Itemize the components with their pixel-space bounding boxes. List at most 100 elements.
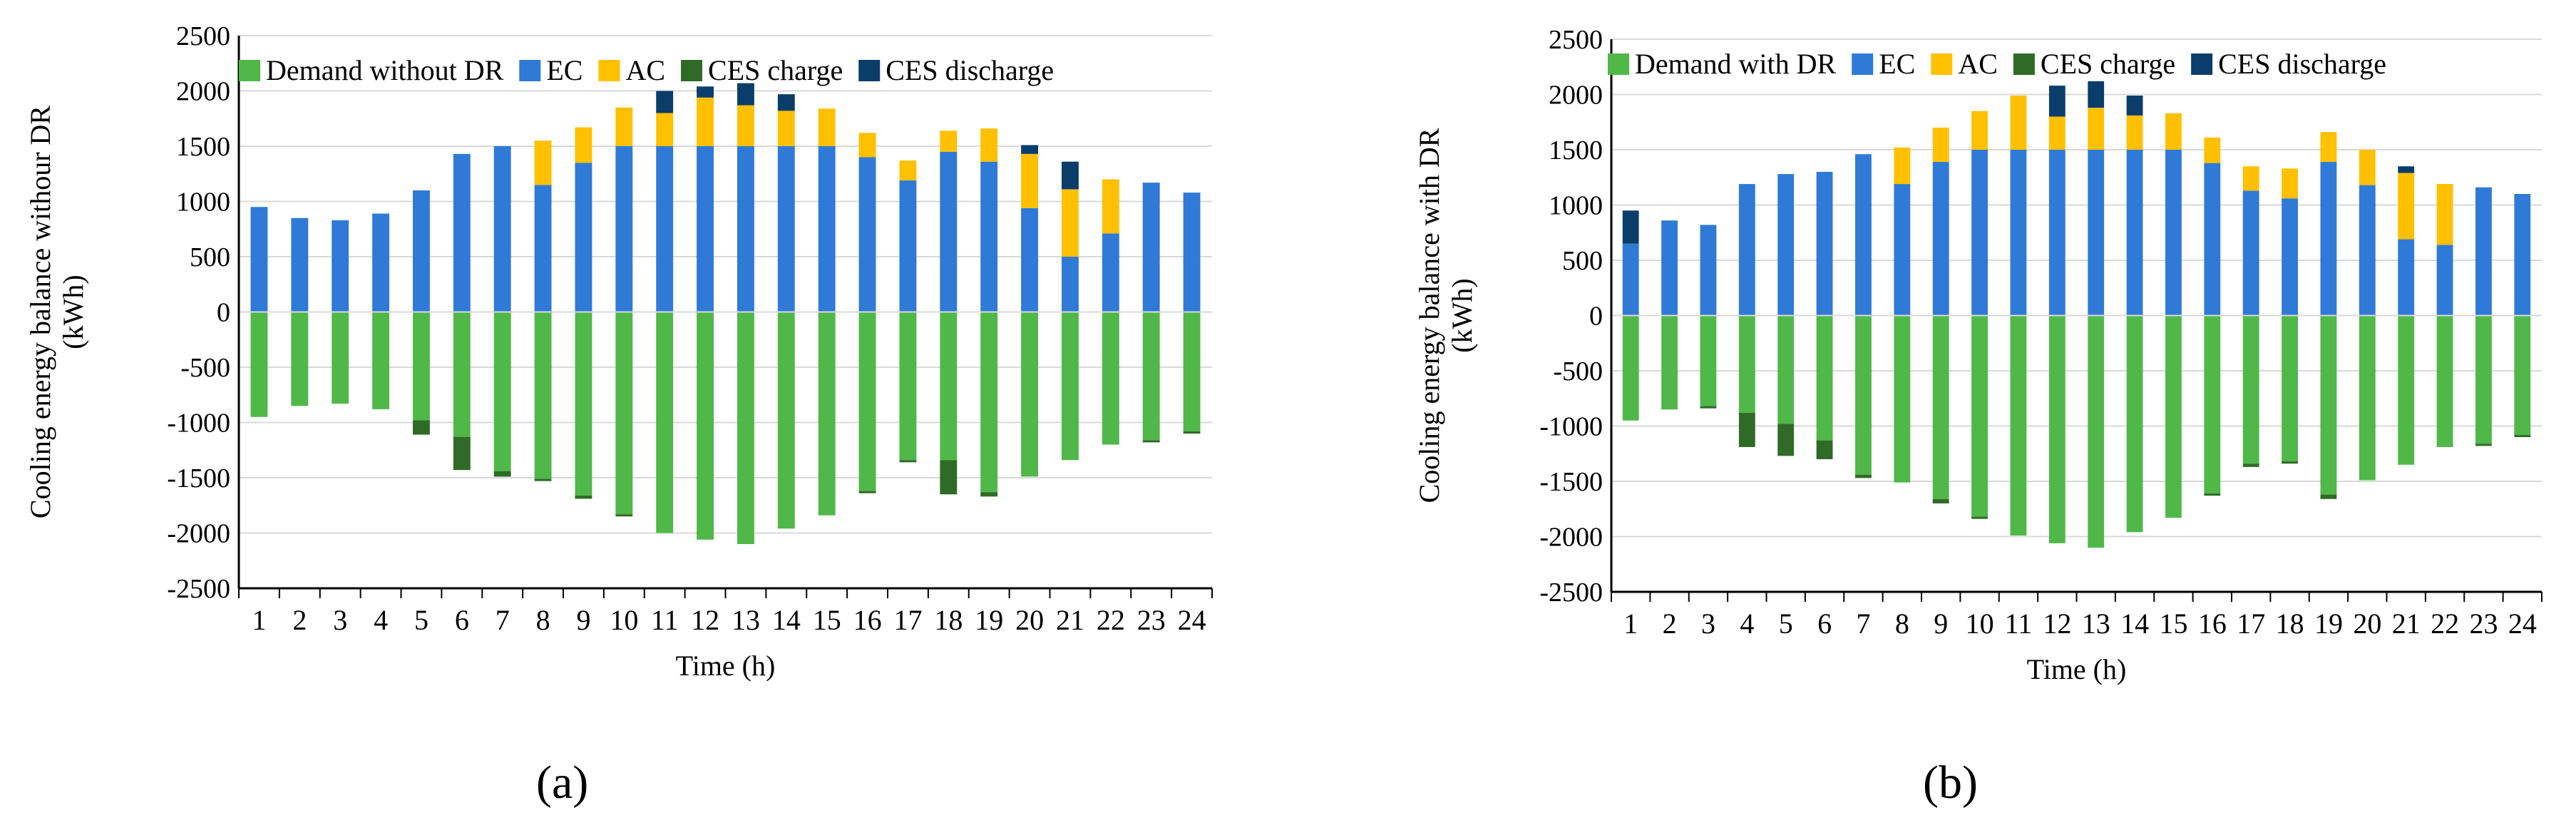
bar-ec — [2048, 150, 2066, 316]
bar-demand-with-dr — [2320, 315, 2337, 495]
bar-demand-with-dr — [2088, 315, 2105, 548]
bar-demand-with-dr — [2359, 315, 2376, 481]
bar-ec — [412, 190, 430, 312]
x-tick-label: 24 — [2508, 608, 2537, 640]
bar-ces-charge — [534, 478, 552, 481]
bar-demand-with-dr — [1700, 315, 1717, 406]
bar-ces-discharge — [1021, 145, 1039, 154]
bar-ces-charge — [1932, 498, 1949, 503]
y-tick-label: -1000 — [167, 409, 230, 439]
bar-demand-without-dr — [899, 312, 917, 461]
x-tick-label: 21 — [2392, 608, 2421, 640]
bar-ec — [1661, 220, 1678, 316]
bar-ec — [1102, 233, 1119, 312]
x-tick-label: 22 — [2431, 608, 2459, 640]
y-tick-label: -1500 — [167, 463, 230, 493]
bar-demand-with-dr — [2514, 315, 2531, 435]
bar-ec — [818, 146, 836, 312]
y-tick-label: -1000 — [1539, 412, 1603, 442]
bar-ces-charge — [2320, 494, 2337, 499]
x-tick-label: 2 — [1663, 608, 1677, 640]
bar-demand-without-dr — [940, 312, 958, 461]
y-axis-title-line1: Cooling energy balance withour DR — [24, 106, 56, 518]
bar-demand-with-dr — [1738, 315, 1755, 413]
bar-ces-discharge — [2398, 166, 2415, 173]
bar-ac — [1894, 147, 1911, 185]
x-tick-label: 18 — [934, 604, 963, 636]
x-tick-label: 15 — [813, 604, 841, 636]
bar-ces-charge — [980, 492, 998, 497]
bar-demand-without-dr — [697, 312, 714, 540]
x-tick-label: 23 — [1137, 604, 1166, 636]
bar-ces-charge — [858, 491, 876, 493]
bar-ces-charge — [1855, 474, 1872, 478]
bar-demand-without-dr — [737, 312, 754, 544]
bar-ces-charge — [412, 420, 430, 435]
bar-ac — [2204, 137, 2221, 163]
bar-demand-without-dr — [493, 312, 511, 471]
y-tick-label: -2000 — [1539, 523, 1603, 553]
bar-ac — [615, 107, 633, 146]
x-tick-label: 1 — [1623, 608, 1638, 640]
y-tick-label: 500 — [190, 242, 230, 272]
bar-ac — [858, 133, 876, 158]
bar-ec — [899, 180, 917, 312]
legend-swatch-demand-with-dr — [1608, 53, 1629, 75]
bar-ec — [1971, 150, 1988, 316]
bar-ces-charge — [2475, 444, 2492, 446]
bar-ac — [2436, 184, 2453, 245]
bar-demand-with-dr — [1622, 315, 1639, 421]
legend-label-ces-charge: CES charge — [708, 54, 843, 86]
bar-ec — [1142, 183, 1160, 312]
bar-demand-without-dr — [291, 312, 309, 406]
bar-demand-with-dr — [1816, 315, 1833, 441]
y-tick-label: 1000 — [1549, 191, 1603, 221]
bar-demand-with-dr — [2126, 315, 2143, 533]
bar-ces-charge — [2204, 493, 2221, 496]
bar-demand-with-dr — [2398, 315, 2415, 465]
bar-ces-discharge — [777, 94, 795, 111]
bar-ec — [656, 146, 674, 312]
bar-ec — [1777, 174, 1795, 316]
bar-ec — [2359, 185, 2376, 316]
x-tick-label: 3 — [333, 604, 347, 636]
legend-swatch-ces-discharge — [858, 60, 881, 81]
y-tick-label: 1000 — [176, 188, 230, 217]
x-tick-label: 20 — [1015, 604, 1044, 636]
bar-demand-with-dr — [2010, 315, 2027, 536]
bar-demand-with-dr — [2048, 315, 2066, 543]
legend-label-ac: AC — [625, 54, 665, 86]
x-tick-label: 20 — [2353, 608, 2381, 640]
legend-label-ces-discharge: CES discharge — [2218, 48, 2386, 80]
bar-ec — [1061, 257, 1079, 312]
y-axis-title-line1: Cooling energy balance with DR — [1413, 128, 1445, 503]
x-tick-label: 1 — [252, 604, 266, 636]
x-tick-label: 14 — [772, 604, 801, 636]
bar-demand-without-dr — [777, 312, 795, 529]
bar-ec — [493, 146, 511, 312]
bar-demand-with-dr — [1661, 315, 1678, 410]
bar-ec — [2242, 190, 2259, 316]
x-tick-label: 8 — [536, 604, 550, 636]
bar-ac — [1061, 189, 1079, 257]
x-axis-title: Time (h) — [2027, 653, 2127, 685]
y-tick-label: -2000 — [167, 519, 230, 549]
y-tick-label: 1500 — [176, 132, 230, 162]
bar-ec — [1700, 225, 1717, 316]
y-tick-label: -500 — [1553, 357, 1603, 386]
y-tick-label: 2500 — [1549, 25, 1603, 55]
y-axis-title: Cooling energy balance with DR(kWh) — [1413, 128, 1478, 503]
bar-demand-with-dr — [1971, 315, 1988, 517]
x-tick-label: 5 — [414, 604, 429, 636]
bar-ec — [534, 185, 552, 312]
bar-demand-without-dr — [332, 312, 349, 404]
bar-ac — [1102, 179, 1119, 234]
y-tick-label: 0 — [217, 298, 230, 328]
bar-ec — [1855, 154, 1872, 316]
bar-ec — [575, 163, 592, 312]
bar-ec — [2398, 239, 2415, 316]
bar-ec — [697, 146, 714, 312]
bar-demand-with-dr — [1855, 315, 1872, 475]
x-tick-label: 16 — [853, 604, 882, 636]
bar-demand-with-dr — [2242, 315, 2259, 464]
